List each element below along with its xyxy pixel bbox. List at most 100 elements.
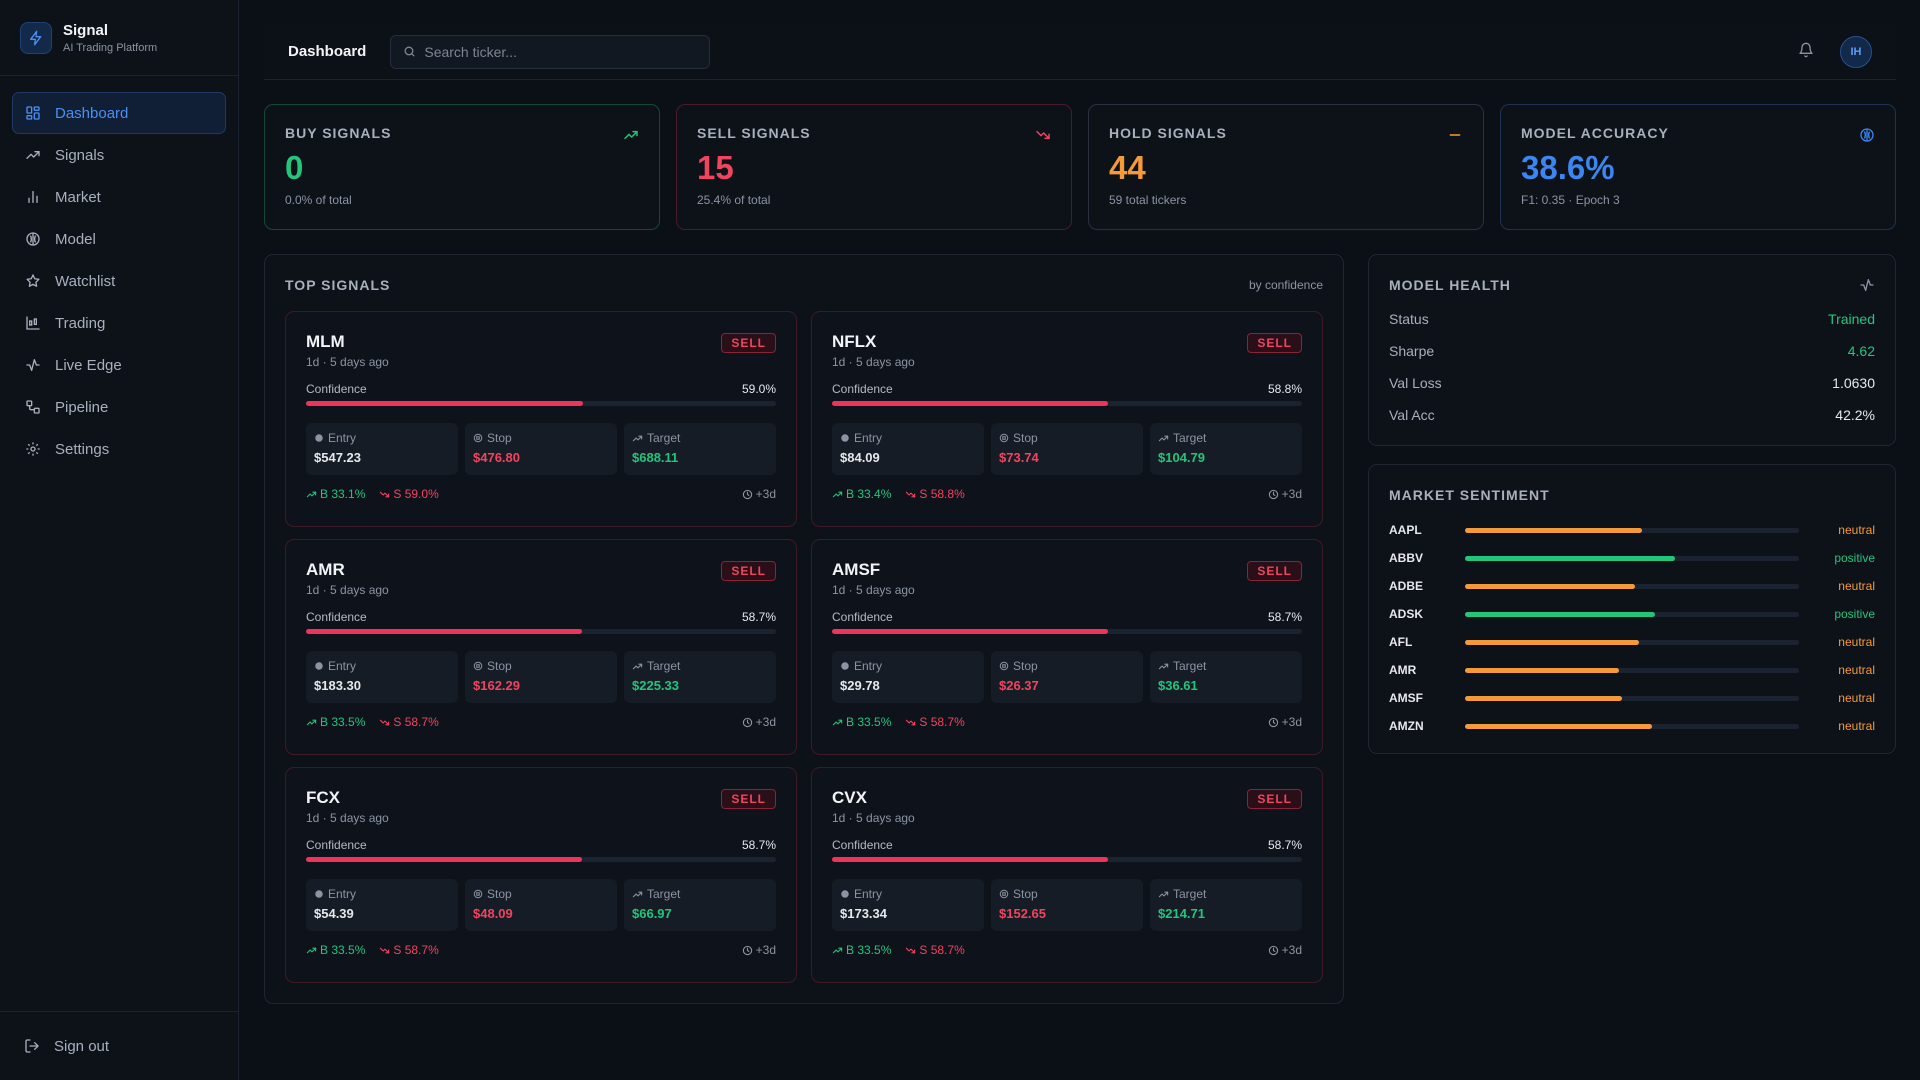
health-label: Sharpe (1389, 343, 1435, 359)
sidebar-item-label: Signals (55, 146, 105, 164)
signal-meta: 1d · 5 days ago (832, 355, 915, 369)
buy-probability: B 33.1% (320, 487, 366, 501)
trending-up-icon (306, 717, 317, 728)
sidebar-item-pipeline[interactable]: Pipeline (12, 386, 226, 428)
stop-icon (473, 433, 483, 443)
sentiment-row: ABBV positive (1389, 550, 1875, 566)
stat-sub: 0.0% of total (285, 193, 352, 207)
price-levels: Entry $547.23 Stop $476.80 Target $688.1… (306, 423, 776, 475)
entry-box: Entry $84.09 (832, 423, 984, 475)
health-row: Val Loss 1.0630 (1389, 375, 1875, 391)
sidebar-item-settings[interactable]: Settings (12, 428, 226, 470)
sentiment-ticker: AAPL (1389, 523, 1422, 537)
brain-icon (25, 231, 41, 247)
sentiment-ticker: AMR (1389, 663, 1417, 677)
confidence-label: Confidence (306, 838, 367, 852)
brand[interactable]: Signal AI Trading Platform (0, 0, 238, 76)
stop-label: Stop (487, 659, 512, 673)
sentiment-row: AFL neutral (1389, 634, 1875, 650)
sidebar-item-live-edge[interactable]: Live Edge (12, 344, 226, 386)
sentiment-ticker: ADBE (1389, 579, 1424, 593)
brain-icon (1859, 127, 1875, 143)
stat-label: MODEL ACCURACY (1521, 125, 1669, 141)
signal-card[interactable]: NFLX 1d · 5 days ago SELL Confidence 58.… (811, 311, 1323, 527)
search-box[interactable] (390, 34, 711, 69)
stop-icon (473, 889, 483, 899)
stop-label: Stop (487, 431, 512, 445)
signal-card[interactable]: MLM 1d · 5 days ago SELL Confidence 59.0… (285, 311, 797, 527)
avatar[interactable]: IH (1840, 36, 1872, 68)
sign-out-button[interactable]: Sign out (0, 1011, 239, 1080)
bell-icon[interactable] (1798, 42, 1814, 58)
trending-up-icon (632, 661, 643, 672)
sidebar-item-label: Watchlist (55, 272, 116, 290)
sort-label: by confidence (1248, 278, 1323, 292)
sidebar-item-trading[interactable]: Trading (12, 302, 226, 344)
sidebar-item-watchlist[interactable]: Watchlist (12, 260, 226, 302)
sentiment-label: neutral (1838, 663, 1875, 677)
sentiment-label: neutral (1838, 579, 1875, 593)
health-label: Val Loss (1389, 375, 1442, 391)
sidebar-item-label: Live Edge (55, 356, 122, 374)
buy-signals-card: BUY SIGNALS 0 0.0% of total (264, 104, 660, 230)
stat-sub: 59 total tickers (1109, 193, 1187, 207)
target-label: Target (1173, 431, 1207, 445)
price-levels: Entry $173.34 Stop $152.65 Target $214.7… (832, 879, 1302, 931)
signal-card[interactable]: CVX 1d · 5 days ago SELL Confidence 58.7… (811, 767, 1323, 983)
health-row: Status Trained (1389, 311, 1875, 327)
sidebar: Signal AI Trading Platform Dashboard Sig… (0, 0, 239, 1080)
trending-down-icon (379, 489, 390, 500)
price-levels: Entry $183.30 Stop $162.29 Target $225.3… (306, 651, 776, 703)
sidebar-item-market[interactable]: Market (12, 176, 226, 218)
clock-icon (1268, 945, 1279, 956)
buy-probability: B 33.5% (846, 715, 892, 729)
sentiment-bar (1465, 695, 1799, 701)
search-icon (403, 45, 416, 58)
health-label: Val Acc (1389, 407, 1435, 423)
health-value: 1.0630 (1832, 375, 1875, 391)
grid-icon (25, 105, 41, 121)
target-label: Target (1173, 887, 1207, 901)
signal-card[interactable]: AMR 1d · 5 days ago SELL Confidence 58.7… (285, 539, 797, 755)
top-signals-panel: TOP SIGNALS by confidence MLM 1d · 5 day… (264, 254, 1344, 1004)
confidence-bar (832, 629, 1302, 634)
stat-sub: 25.4% of total (697, 193, 771, 207)
trending-up-icon (306, 945, 317, 956)
entry-label: Entry (854, 887, 883, 901)
sentiment-label: positive (1834, 607, 1875, 621)
sentiment-bar (1465, 639, 1799, 645)
sidebar-item-dashboard[interactable]: Dashboard (12, 92, 226, 134)
sell-probability: S 59.0% (393, 487, 439, 501)
buy-probability: B 33.5% (320, 943, 366, 957)
sentiment-label: neutral (1838, 691, 1875, 705)
bar-chart-icon (25, 189, 41, 205)
trending-up-icon (1158, 889, 1169, 900)
confidence-value: 59.0% (741, 382, 776, 396)
target-box: Target $36.61 (1150, 651, 1302, 703)
confidence-bar (306, 857, 776, 862)
trending-up-icon (25, 147, 41, 163)
stat-value: 15 (697, 149, 734, 186)
trending-up-icon (1158, 661, 1169, 672)
clock-icon (742, 489, 753, 500)
sentiment-bar (1465, 555, 1799, 561)
clock-icon (1268, 489, 1279, 500)
sidebar-item-label: Pipeline (55, 398, 109, 416)
sentiment-label: neutral (1838, 523, 1875, 537)
target-label: Target (647, 887, 681, 901)
sentiment-row: AAPL neutral (1389, 522, 1875, 538)
stat-label: SELL SIGNALS (697, 125, 811, 141)
clock-icon (742, 945, 753, 956)
sentiment-bar (1465, 583, 1799, 589)
buy-probability: B 33.5% (320, 715, 366, 729)
clock-icon (1268, 717, 1279, 728)
sidebar-item-signals[interactable]: Signals (12, 134, 226, 176)
sell-badge: SELL (1247, 789, 1302, 809)
signal-card[interactable]: AMSF 1d · 5 days ago SELL Confidence 58.… (811, 539, 1323, 755)
search-input[interactable] (424, 43, 685, 60)
signal-card[interactable]: FCX 1d · 5 days ago SELL Confidence 58.7… (285, 767, 797, 983)
sell-probability: S 58.7% (919, 943, 965, 957)
sidebar-item-model[interactable]: Model (12, 218, 226, 260)
confidence-row: Confidence 58.7% (306, 610, 776, 624)
stop-label: Stop (1013, 887, 1038, 901)
